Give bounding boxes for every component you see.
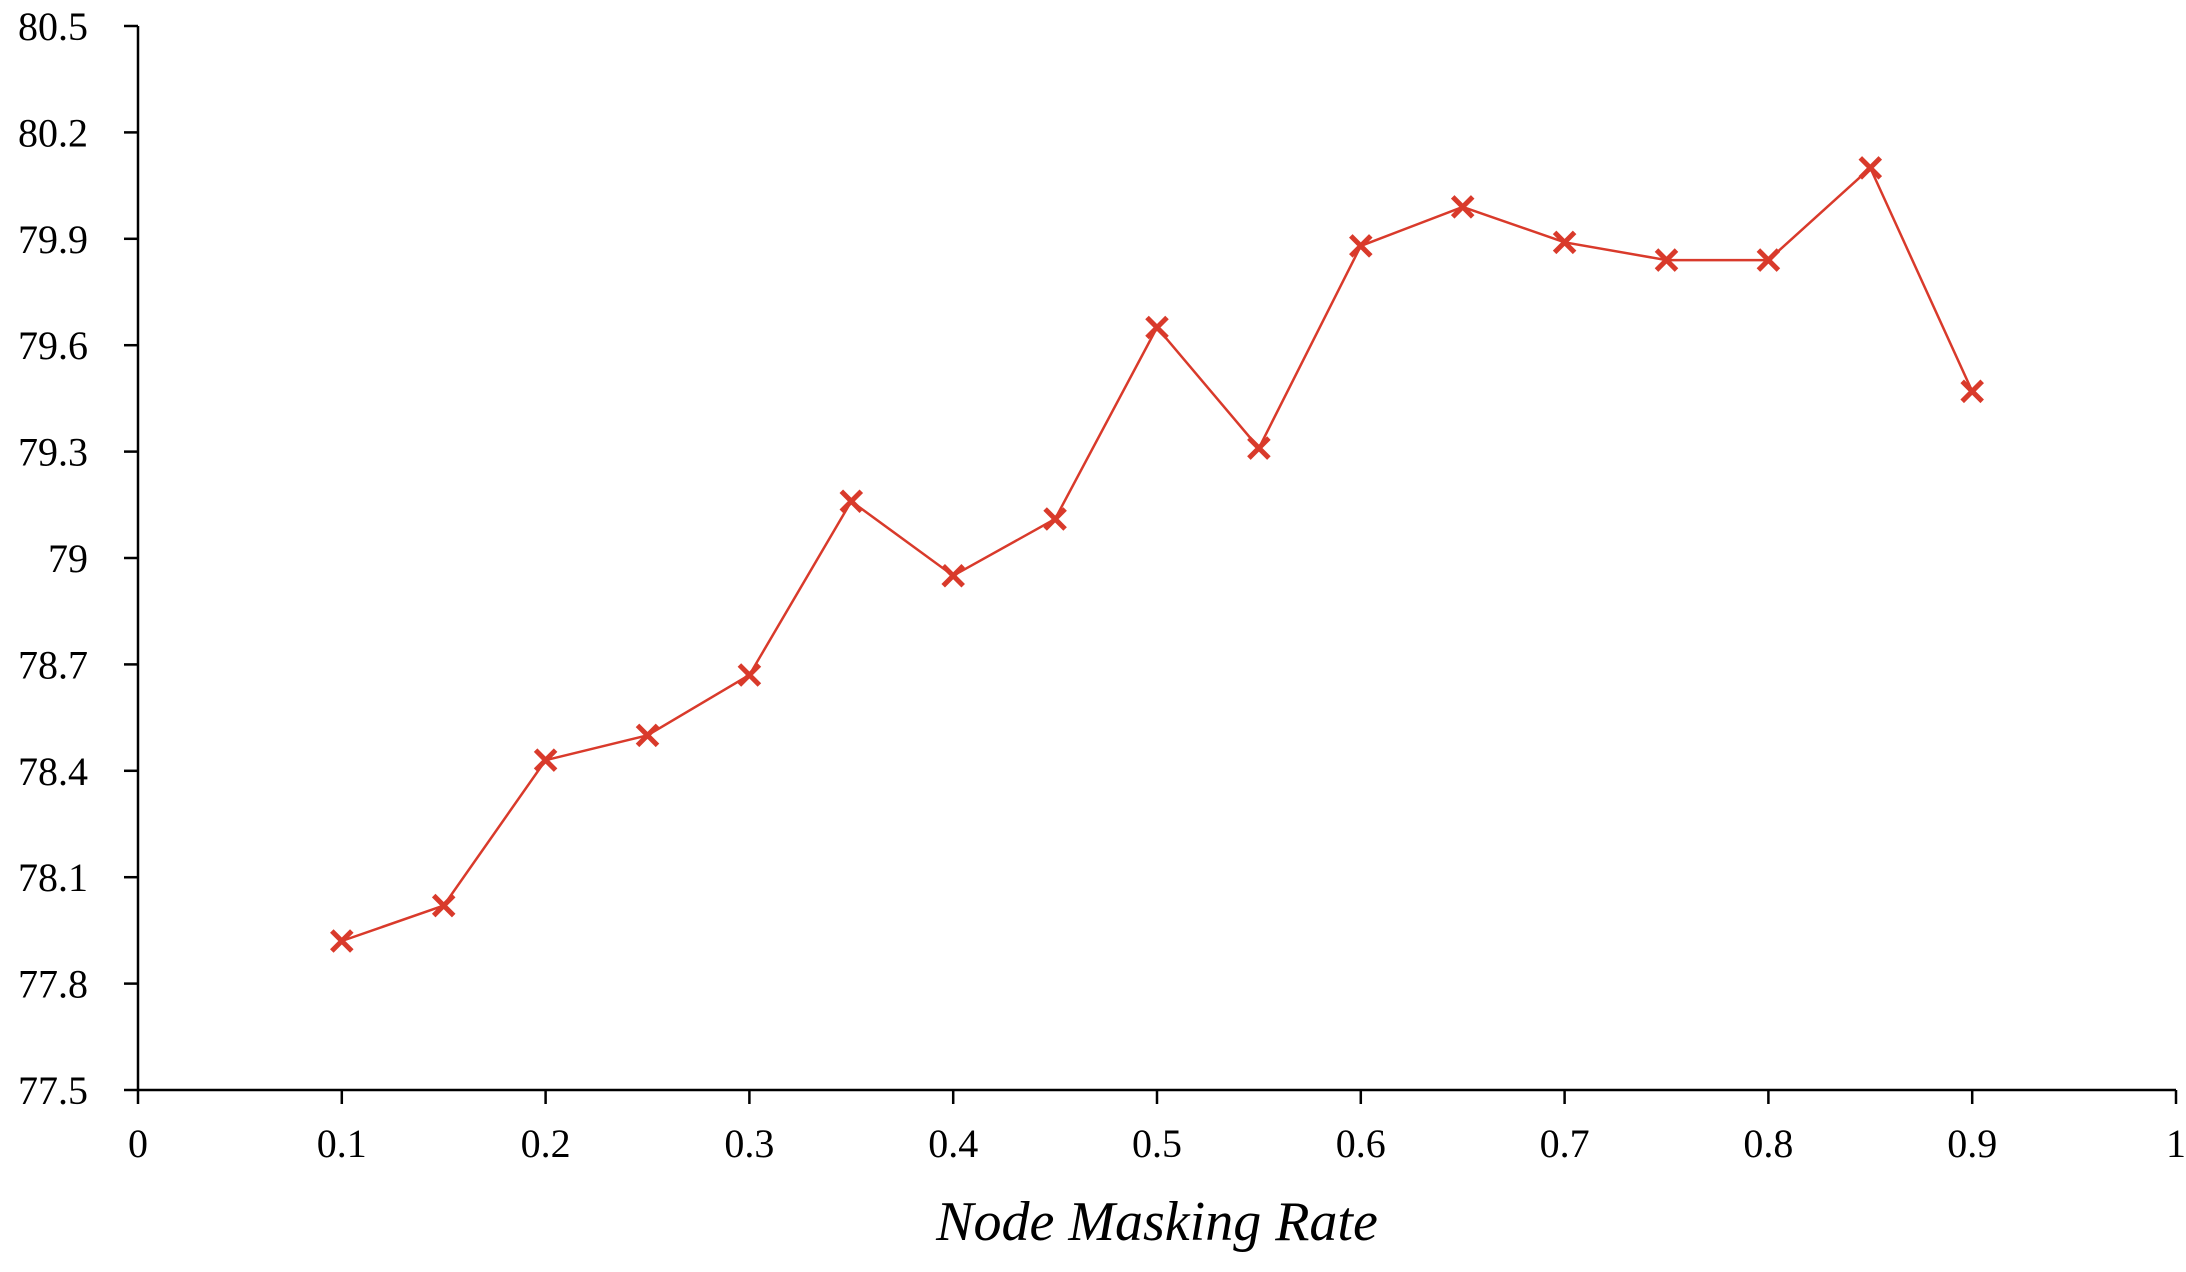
data-point-marker bbox=[1247, 436, 1271, 460]
data-point-marker bbox=[1654, 248, 1679, 272]
data-point-marker bbox=[330, 929, 354, 953]
x-tick-label: 0.6 bbox=[1336, 1121, 1386, 1166]
data-point-marker bbox=[737, 663, 762, 687]
y-tick-label: 80.2 bbox=[18, 110, 88, 155]
data-point-marker bbox=[1450, 195, 1475, 219]
x-tick-label: 0.2 bbox=[521, 1121, 571, 1166]
series-layer bbox=[330, 156, 1984, 953]
data-point-marker bbox=[1349, 234, 1373, 258]
y-tick-label: 77.5 bbox=[18, 1068, 88, 1113]
x-tick-label: 0.4 bbox=[928, 1121, 978, 1166]
series-line bbox=[341, 165, 1974, 943]
x-tick-label: 0.8 bbox=[1743, 1121, 1793, 1166]
x-axis-title: Node Masking Rate bbox=[935, 1191, 1378, 1253]
data-point-marker bbox=[533, 748, 558, 772]
data-point-marker bbox=[1858, 156, 1883, 180]
x-ticks: 0 0.1 0.2 0.3 0.4 0.5 0.6 0.7 0.8 0.9 1 bbox=[128, 1090, 2186, 1166]
data-point-marker bbox=[1043, 507, 1067, 531]
y-tick-label: 78.7 bbox=[18, 642, 88, 687]
y-tick-label: 79.3 bbox=[18, 430, 88, 475]
data-point-marker bbox=[1960, 379, 1984, 404]
y-tick-label: 78.1 bbox=[18, 855, 88, 900]
x-tick-label: 0 bbox=[128, 1121, 148, 1166]
data-point-marker bbox=[1756, 248, 1781, 272]
y-ticks: 77.5 77.8 78.1 78.4 78.7 79 79.3 79.6 79.9 80.2 80… bbox=[18, 4, 138, 1113]
y-tick-label: 77.8 bbox=[18, 962, 88, 1007]
data-point-marker bbox=[1145, 315, 1169, 340]
axes bbox=[136, 26, 2176, 1092]
data-point-marker bbox=[431, 893, 456, 918]
data-point-marker bbox=[1552, 230, 1577, 255]
x-tick-label: 0.7 bbox=[1540, 1121, 1590, 1166]
y-tick-label: 80.5 bbox=[18, 4, 88, 49]
x-tick-label: 0.9 bbox=[1947, 1121, 1997, 1166]
x-tick-label: 0.3 bbox=[724, 1121, 774, 1166]
y-tick-label: 79.9 bbox=[18, 217, 88, 262]
data-point-marker bbox=[839, 489, 864, 514]
y-tick-label: 79.6 bbox=[18, 323, 88, 368]
data-point-marker bbox=[635, 723, 660, 748]
y-tick-label: 78.4 bbox=[18, 749, 88, 794]
x-tick-label: 1 bbox=[2166, 1121, 2186, 1166]
data-point-marker bbox=[941, 563, 965, 588]
y-tick-label: 79 bbox=[48, 536, 88, 581]
x-tick-label: 0.5 bbox=[1132, 1121, 1182, 1166]
x-tick-label: 0.1 bbox=[317, 1121, 367, 1166]
